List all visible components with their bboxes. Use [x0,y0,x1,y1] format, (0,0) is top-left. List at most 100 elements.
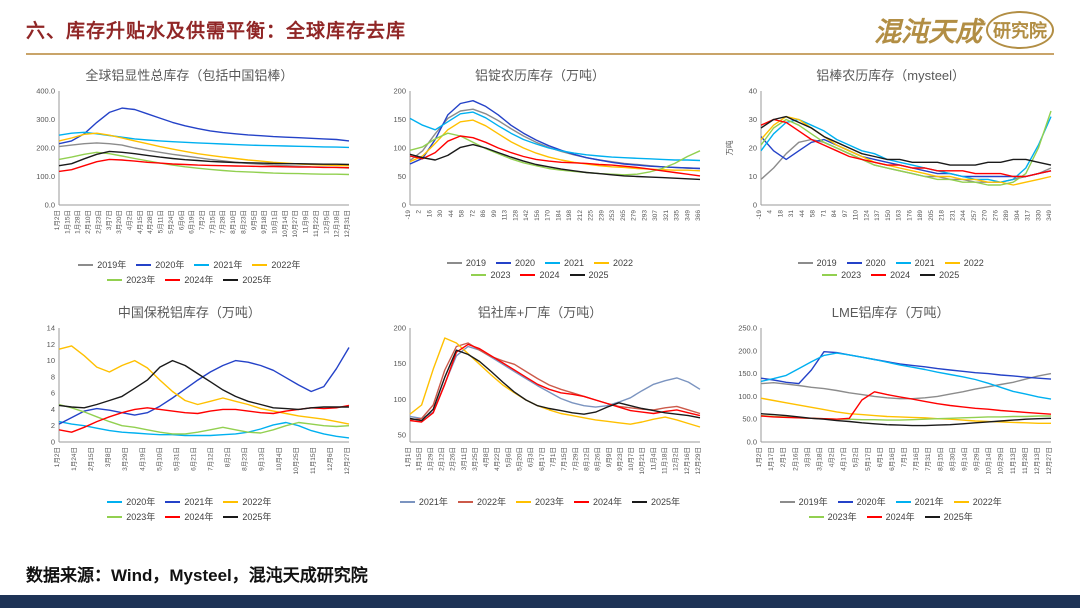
y-tick-label: 200 [393,87,406,96]
legend-item-2024年: 2024年 [165,273,213,286]
legend-item-2021年: 2021年 [165,495,213,508]
legend-label: 2022年 [271,260,301,270]
legend-swatch [165,278,181,281]
chart-social-plus-factory-inventory: 铝社库+厂库（万吨） 50 100 150 200 1月1日 1月15日 1月29日 2月12… [369,302,712,523]
x-tick-label: 7月31日 [924,447,932,471]
legend-label: 2023年 [827,512,857,522]
x-tick-label: 11月13日 [1008,447,1016,474]
legend-label: 2024年 [885,512,915,522]
x-tick-label: 4 [766,210,773,214]
legend-label: 2020年 [856,497,886,507]
y-tick-label: 50 [398,430,406,439]
x-tick-label: 3月29日 [122,447,130,471]
legend-swatch [520,274,536,276]
legend-item-2020年: 2020年 [837,495,886,508]
x-tick-label: 6月1日 [875,447,883,467]
legend-item-2024: 2024 [871,270,910,280]
x-tick-label: 86 [480,210,487,218]
legend-swatch [779,500,795,503]
x-tick-label: 2月12日 [437,447,445,471]
y-tick-label: 150 [393,115,406,124]
x-tick-label: 239 [598,210,605,221]
legend-swatch [223,515,239,518]
legend-item-2025年: 2025年 [223,510,271,523]
series-line-2021 [409,111,701,162]
x-tick-label: 257 [970,210,977,221]
chart-title: 全球铝显性总库存（包括中国铝棒） [85,68,294,83]
x-tick-label: 9月23日 [616,447,624,471]
x-tick-label: 10月21日 [638,447,646,474]
series-line-2021年 [760,352,1051,400]
x-tick-label: -19 [756,210,763,220]
legend-swatch [895,262,911,264]
legend-item-2021年: 2021年 [895,495,944,508]
legend-label: 2020 [865,258,886,268]
x-tick-label: 8月12日 [582,447,590,471]
x-tick-label: 276 [992,210,999,221]
chart-legend: 2020年 2021年 2022年 2023年 2024年 2025年 [79,495,299,523]
y-tick-label: 14 [47,324,55,333]
x-tick-label: 184 [555,210,562,221]
x-tick-label: 4月2日 [827,447,835,467]
x-tick-label: 58 [809,210,816,218]
x-tick-label: 1月24日 [70,447,78,471]
y-tick-label: 40 [748,87,756,96]
x-tick-label: 7月15日 [560,447,568,471]
legend-item-2023: 2023 [822,270,861,280]
chart-ingot-lunar-inventory: 铝锭农历库存（万吨） 0 50 100 150 200 -19 2 16 30 44 58 72 86 9… [369,65,712,286]
x-tick-label: 31 [788,210,795,218]
legend-swatch [953,500,969,503]
legend-label: 2021年 [914,497,944,507]
series-line-2025年 [59,150,350,167]
x-tick-label: 71 [820,210,827,218]
x-tick-label: 1月2日 [53,210,61,230]
series-line-2023 [760,110,1052,186]
x-tick-label: 307 [652,210,659,221]
chart-title: LME铝库存（万吨） [831,305,950,320]
y-tick-label: 2 [51,421,55,430]
x-tick-label: 10月7日 [627,447,635,471]
x-tick-label: 349 [1046,210,1053,221]
series-line-2023年 [59,151,350,176]
x-tick-label: 4月22日 [493,447,501,471]
legend-swatch [107,515,123,518]
y-tick-label: 200.0 [738,346,757,355]
x-tick-label: 9月18日 [260,210,268,234]
x-tick-label: 8月15日 [936,447,944,471]
x-tick-label: 3月7日 [105,210,113,230]
legend-item-2022年: 2022年 [252,258,300,271]
plot-svg: 0.0 100.0 200.0 300.0 400.0 1月2日 1月15日 1月28日 2月1… [37,87,352,238]
x-tick-label: 2月23日 [95,210,103,234]
series-line-2020 [409,99,701,170]
x-tick-label: 1月17日 [767,447,775,471]
legend-item-2020年: 2020年 [107,495,155,508]
chart-title: 铝锭农历库存（万吨） [474,68,605,83]
x-tick-label: 9月5日 [250,210,258,230]
x-tick-label: 317 [1024,210,1031,221]
x-tick-label: 2 [416,210,423,214]
legend-item-2023年: 2023年 [107,273,155,286]
series-line-2020年 [59,420,350,439]
x-tick-label: 8月10日 [229,210,237,234]
chart-title: 铝社库+厂库（万吨） [477,305,603,320]
x-tick-label: 293 [641,210,648,221]
legend-label: 2023年 [534,497,564,507]
x-tick-label: 11月9日 [302,210,310,233]
legend-item-2025年: 2025年 [223,273,271,286]
x-tick-label: 12月5日 [323,210,331,234]
legend-item-2025: 2025 [569,270,609,280]
legend-item-2019: 2019 [446,258,486,268]
y-tick-label: 50.0 [742,415,757,424]
y-tick-label: 200.0 [37,144,56,153]
series-line-2023 [409,132,701,176]
x-tick-label: 231 [949,210,956,221]
x-tick-label: 18 [777,210,784,218]
x-tick-label: 7月12日 [207,447,215,471]
series-line-2024 [409,135,701,177]
x-tick-label: 12月16日 [683,447,691,474]
brand-logo: 混沌天成 研究院 [874,10,1054,49]
x-tick-label: 7月28日 [219,210,227,234]
logo-seal-icon: 研究院 [986,10,1054,49]
x-tick-label: 44 [799,210,806,218]
